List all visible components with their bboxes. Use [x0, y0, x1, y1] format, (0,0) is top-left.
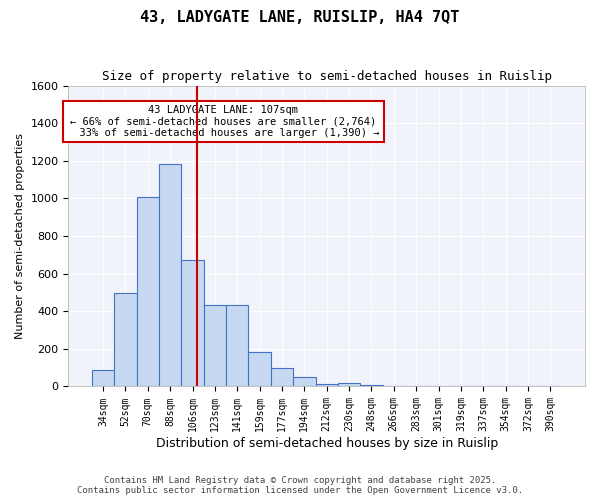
Bar	[92, 370, 114, 386]
Text: Contains HM Land Registry data © Crown copyright and database right 2025.
Contai: Contains HM Land Registry data © Crown c…	[77, 476, 523, 495]
Text: 43, LADYGATE LANE, RUISLIP, HA4 7QT: 43, LADYGATE LANE, RUISLIP, HA4 7QT	[140, 10, 460, 25]
Title: Size of property relative to semi-detached houses in Ruislip: Size of property relative to semi-detach…	[102, 70, 552, 83]
Bar	[271, 368, 293, 386]
Bar	[204, 305, 226, 386]
Bar	[293, 376, 316, 386]
Bar	[360, 384, 383, 386]
Bar	[114, 293, 137, 386]
Bar	[159, 164, 181, 386]
Bar	[181, 260, 204, 386]
X-axis label: Distribution of semi-detached houses by size in Ruislip: Distribution of semi-detached houses by …	[155, 437, 498, 450]
Bar	[338, 383, 360, 386]
Bar	[316, 384, 338, 386]
Text: 43 LADYGATE LANE: 107sqm
← 66% of semi-detached houses are smaller (2,764)
  33%: 43 LADYGATE LANE: 107sqm ← 66% of semi-d…	[67, 105, 380, 138]
Bar	[137, 197, 159, 386]
Bar	[248, 352, 271, 386]
Bar	[226, 305, 248, 386]
Y-axis label: Number of semi-detached properties: Number of semi-detached properties	[15, 133, 25, 339]
